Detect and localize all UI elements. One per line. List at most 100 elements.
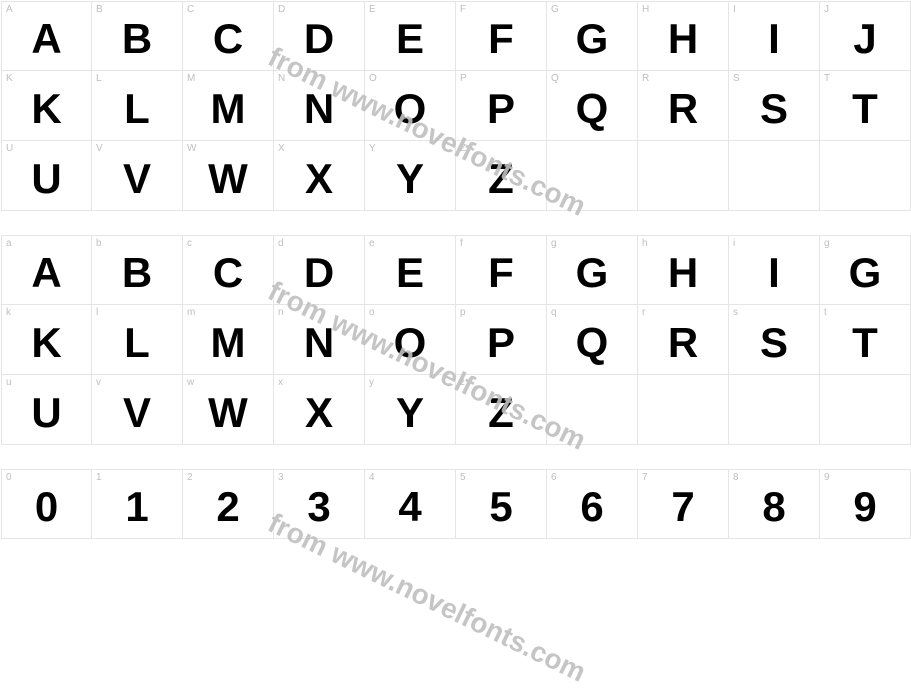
glyph-cell: 11 bbox=[92, 469, 183, 539]
glyph-cell: yY bbox=[365, 375, 456, 445]
cell-key-label: d bbox=[278, 238, 284, 249]
cell-key-label: O bbox=[369, 73, 377, 84]
glyph-cell: 88 bbox=[729, 469, 820, 539]
glyph-cell: VV bbox=[92, 141, 183, 211]
cell-glyph: K bbox=[31, 322, 61, 364]
cell-glyph: H bbox=[668, 18, 698, 60]
cell-glyph: M bbox=[211, 322, 246, 364]
glyph-cell: 66 bbox=[547, 469, 638, 539]
cell-key-label: 8 bbox=[733, 472, 739, 483]
cell-key-label: l bbox=[96, 307, 98, 318]
cell-glyph: L bbox=[124, 88, 150, 130]
cell-key-label: N bbox=[278, 73, 285, 84]
font-glyph-chart: AABBCCDDEEFFGGHHIIJJKKLLMMNNOOPPQQRRSSTT… bbox=[1, 1, 911, 539]
cell-key-label: E bbox=[369, 4, 376, 15]
cell-glyph: E bbox=[396, 18, 424, 60]
glyph-row: 00112233445566778899 bbox=[1, 469, 911, 539]
cell-glyph: O bbox=[394, 322, 427, 364]
cell-glyph: A bbox=[31, 252, 61, 294]
glyph-cell: YY bbox=[365, 141, 456, 211]
cell-glyph: B bbox=[122, 18, 152, 60]
glyph-cell: XX bbox=[274, 141, 365, 211]
cell-glyph: B bbox=[122, 252, 152, 294]
cell-glyph: N bbox=[304, 322, 334, 364]
cell-key-label: 5 bbox=[460, 472, 466, 483]
glyph-cell: RR bbox=[638, 71, 729, 141]
cell-glyph: F bbox=[488, 252, 514, 294]
glyph-cell: LL bbox=[92, 71, 183, 141]
cell-glyph: W bbox=[208, 158, 248, 200]
cell-glyph: G bbox=[849, 252, 882, 294]
glyph-cell: 33 bbox=[274, 469, 365, 539]
glyph-cell: FF bbox=[456, 1, 547, 71]
glyph-cell: TT bbox=[820, 71, 911, 141]
cell-key-label: 6 bbox=[551, 472, 557, 483]
cell-key-label: Z bbox=[460, 143, 466, 154]
cell-glyph: T bbox=[852, 88, 878, 130]
cell-glyph: 4 bbox=[398, 486, 421, 528]
cell-glyph: 5 bbox=[489, 486, 512, 528]
cell-glyph: U bbox=[31, 392, 61, 434]
empty-cell bbox=[820, 141, 911, 211]
cell-key-label: G bbox=[551, 4, 559, 15]
cell-glyph: Q bbox=[576, 322, 609, 364]
cell-glyph: Q bbox=[576, 88, 609, 130]
cell-key-label: C bbox=[187, 4, 194, 15]
empty-cell bbox=[547, 375, 638, 445]
empty-cell bbox=[729, 141, 820, 211]
glyph-cell: JJ bbox=[820, 1, 911, 71]
cell-glyph: M bbox=[211, 88, 246, 130]
cell-key-label: e bbox=[369, 238, 375, 249]
cell-key-label: g bbox=[551, 238, 557, 249]
cell-key-label: t bbox=[824, 307, 827, 318]
cell-key-label: w bbox=[187, 377, 194, 388]
cell-glyph: R bbox=[668, 322, 698, 364]
glyph-cell: fF bbox=[456, 235, 547, 305]
empty-cell bbox=[547, 141, 638, 211]
cell-glyph: K bbox=[31, 88, 61, 130]
glyph-row: AABBCCDDEEFFGGHHIIJJ bbox=[1, 1, 911, 71]
cell-key-label: X bbox=[278, 143, 285, 154]
cell-glyph: 3 bbox=[307, 486, 330, 528]
cell-key-label: T bbox=[824, 73, 830, 84]
cell-key-label: F bbox=[460, 4, 466, 15]
glyph-cell: UU bbox=[1, 141, 92, 211]
cell-key-label: g bbox=[824, 238, 830, 249]
glyph-cell: gG bbox=[820, 235, 911, 305]
cell-key-label: b bbox=[96, 238, 102, 249]
glyph-cell: MM bbox=[183, 71, 274, 141]
glyph-cell: rR bbox=[638, 305, 729, 375]
cell-key-label: V bbox=[96, 143, 103, 154]
glyph-cell: dD bbox=[274, 235, 365, 305]
cell-key-label: u bbox=[6, 377, 12, 388]
cell-key-label: r bbox=[642, 307, 645, 318]
cell-glyph: X bbox=[305, 392, 333, 434]
cell-key-label: M bbox=[187, 73, 195, 84]
cell-key-label: h bbox=[642, 238, 648, 249]
glyph-cell: sS bbox=[729, 305, 820, 375]
glyph-cell: BB bbox=[92, 1, 183, 71]
cell-glyph: P bbox=[487, 88, 515, 130]
cell-glyph: 6 bbox=[580, 486, 603, 528]
cell-key-label: 0 bbox=[6, 472, 12, 483]
glyph-cell: ZZ bbox=[456, 141, 547, 211]
glyph-cell: nN bbox=[274, 305, 365, 375]
glyph-cell: lL bbox=[92, 305, 183, 375]
glyph-cell: cC bbox=[183, 235, 274, 305]
cell-glyph: C bbox=[213, 252, 243, 294]
glyph-cell: 44 bbox=[365, 469, 456, 539]
cell-key-label: a bbox=[6, 238, 12, 249]
cell-key-label: 4 bbox=[369, 472, 375, 483]
cell-glyph: G bbox=[576, 252, 609, 294]
glyph-cell: WW bbox=[183, 141, 274, 211]
glyph-cell: iI bbox=[729, 235, 820, 305]
cell-key-label: k bbox=[6, 307, 11, 318]
cell-glyph: I bbox=[768, 252, 780, 294]
cell-key-label: f bbox=[460, 238, 463, 249]
glyph-cell: oO bbox=[365, 305, 456, 375]
glyph-cell: GG bbox=[547, 1, 638, 71]
glyph-cell: uU bbox=[1, 375, 92, 445]
cell-glyph: H bbox=[668, 252, 698, 294]
cell-glyph: 7 bbox=[671, 486, 694, 528]
cell-glyph: D bbox=[304, 252, 334, 294]
